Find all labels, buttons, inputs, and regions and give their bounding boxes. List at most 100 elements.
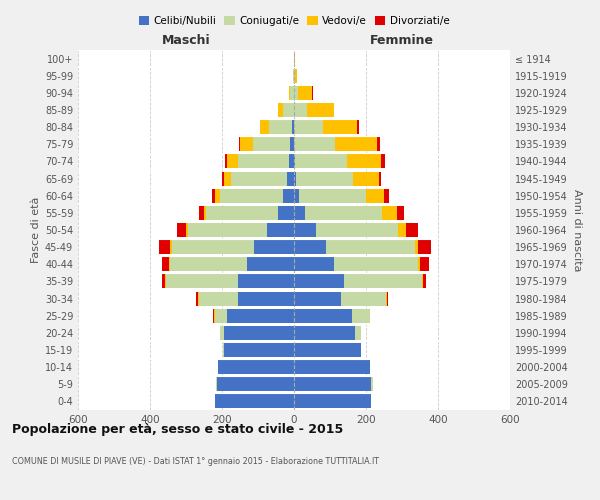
Bar — [294, 223, 316, 237]
Bar — [283, 103, 294, 117]
Bar — [172, 240, 254, 254]
Bar — [289, 154, 294, 168]
Bar — [344, 274, 422, 288]
Bar — [215, 378, 217, 392]
Bar — [371, 378, 373, 392]
Bar — [169, 258, 170, 272]
Bar — [231, 172, 287, 185]
Bar — [214, 308, 215, 322]
Bar — [299, 188, 366, 202]
Bar — [165, 274, 166, 288]
Bar — [347, 154, 381, 168]
Bar — [162, 274, 165, 288]
Bar — [294, 188, 299, 202]
Bar — [418, 258, 420, 272]
Y-axis label: Anni di nascita: Anni di nascita — [572, 188, 582, 271]
Bar — [177, 223, 186, 237]
Bar — [224, 172, 231, 185]
Bar — [253, 138, 290, 151]
Bar — [220, 326, 224, 340]
Bar — [223, 343, 224, 357]
Bar — [239, 138, 240, 151]
Bar — [379, 172, 382, 185]
Bar — [316, 223, 398, 237]
Bar — [335, 138, 377, 151]
Bar — [294, 308, 352, 322]
Bar — [283, 188, 294, 202]
Bar — [287, 172, 294, 185]
Bar — [215, 188, 220, 202]
Text: Popolazione per età, sesso e stato civile - 2015: Popolazione per età, sesso e stato civil… — [12, 422, 343, 436]
Bar — [381, 154, 385, 168]
Bar — [294, 52, 295, 66]
Bar — [224, 343, 294, 357]
Bar — [215, 308, 227, 322]
Bar — [199, 292, 238, 306]
Bar — [294, 138, 335, 151]
Bar — [398, 223, 406, 237]
Bar — [290, 138, 294, 151]
Bar — [278, 103, 283, 117]
Bar — [292, 120, 294, 134]
Bar — [170, 258, 247, 272]
Bar — [238, 274, 294, 288]
Bar — [312, 86, 313, 100]
Legend: Celibi/Nubili, Coniugati/e, Vedovi/e, Divorziati/e: Celibi/Nubili, Coniugati/e, Vedovi/e, Di… — [134, 12, 454, 30]
Bar — [294, 394, 371, 408]
Bar — [295, 154, 347, 168]
Bar — [238, 154, 289, 168]
Bar — [188, 223, 267, 237]
Bar — [423, 274, 427, 288]
Bar — [305, 206, 382, 220]
Bar — [204, 206, 206, 220]
Bar — [206, 206, 278, 220]
Bar — [294, 172, 296, 185]
Bar — [294, 326, 355, 340]
Bar — [415, 240, 418, 254]
Bar — [220, 188, 283, 202]
Bar — [357, 120, 359, 134]
Bar — [294, 378, 371, 392]
Y-axis label: Fasce di età: Fasce di età — [31, 197, 41, 263]
Bar — [386, 292, 388, 306]
Bar — [159, 240, 170, 254]
Bar — [294, 86, 298, 100]
Bar — [224, 326, 294, 340]
Bar — [323, 120, 357, 134]
Bar — [218, 360, 294, 374]
Bar — [212, 188, 215, 202]
Bar — [238, 292, 294, 306]
Bar — [260, 120, 269, 134]
Bar — [418, 240, 431, 254]
Bar — [170, 240, 172, 254]
Text: Maschi: Maschi — [161, 34, 211, 46]
Bar — [227, 154, 238, 168]
Bar — [254, 240, 294, 254]
Bar — [382, 206, 397, 220]
Bar — [240, 138, 253, 151]
Bar — [294, 292, 341, 306]
Bar — [278, 206, 294, 220]
Bar — [295, 68, 296, 82]
Bar — [267, 223, 294, 237]
Bar — [353, 172, 379, 185]
Bar — [294, 240, 326, 254]
Bar — [294, 103, 307, 117]
Bar — [294, 120, 323, 134]
Bar — [334, 258, 418, 272]
Bar — [224, 154, 227, 168]
Bar — [294, 68, 295, 82]
Bar — [326, 240, 415, 254]
Bar — [294, 154, 295, 168]
Bar — [341, 292, 386, 306]
Bar — [406, 223, 418, 237]
Bar — [298, 86, 312, 100]
Text: Femmine: Femmine — [370, 34, 434, 46]
Bar — [222, 172, 224, 185]
Bar — [215, 394, 294, 408]
Bar — [166, 274, 238, 288]
Bar — [294, 274, 344, 288]
Bar — [397, 206, 404, 220]
Bar — [294, 343, 361, 357]
Bar — [420, 258, 429, 272]
